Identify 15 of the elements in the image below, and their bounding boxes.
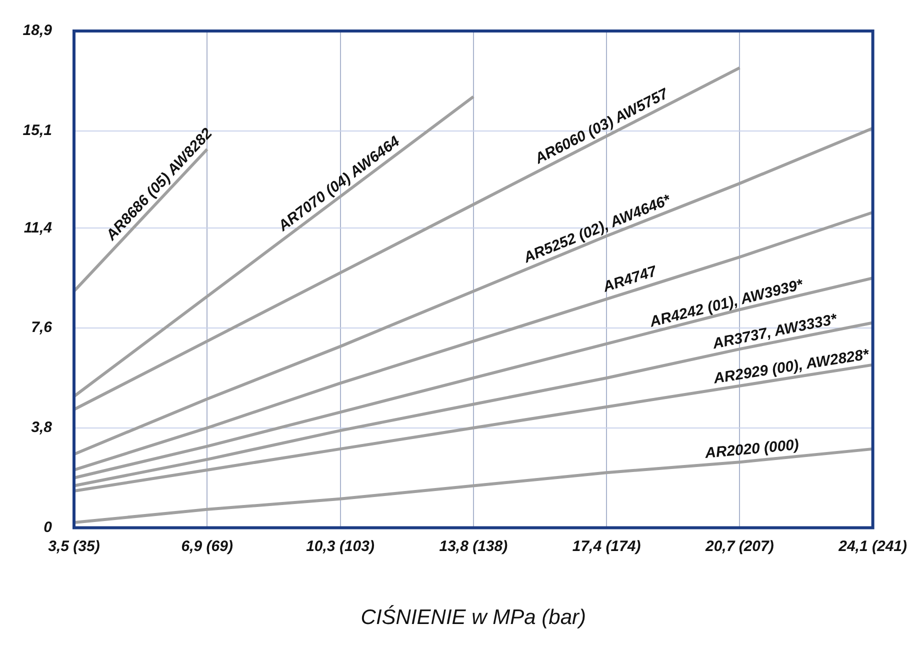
x-tick-label: 3,5 (35) (48, 538, 100, 555)
text: AR2020 (000) (703, 436, 800, 462)
y-tick-label: 18,9 (22, 22, 53, 40)
y-tick-label: 7,6 (31, 319, 53, 336)
y-tick-label: 11,4 (24, 219, 53, 236)
x-tick-label: 24,1 (241) (838, 538, 908, 555)
x-tick-label: 13,8 (138) (439, 538, 508, 555)
x-tick-label: 20,7 (207) (704, 538, 774, 555)
y-tick-label: 15,1 (22, 122, 52, 140)
y-tick-label: 0 (44, 518, 53, 536)
x-tick-label: 17,4 (174) (572, 538, 641, 555)
y-tick-label: 3,8 (31, 419, 53, 436)
x-axis-title: CIŚNIENIE w MPa (bar) (360, 605, 586, 630)
x-tick-label: 10,3 (103) (306, 538, 374, 555)
x-tick-label: 6,9 (69) (181, 538, 233, 555)
